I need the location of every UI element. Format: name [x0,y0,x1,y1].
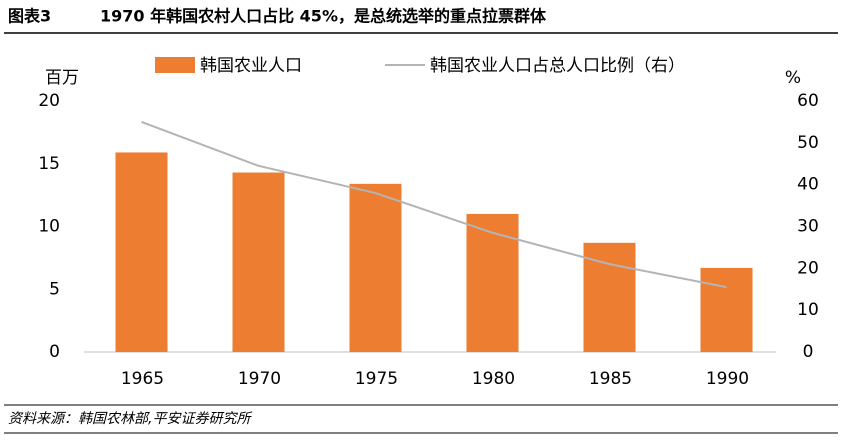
source: 资料来源：韩国农林部,平安证券研究所 [8,411,252,427]
y-tick-label: 15 [38,154,60,174]
y2-tick-label: 30 [797,217,819,237]
y-tick-label: 20 [38,91,60,111]
bar [232,172,285,352]
bar [349,183,402,352]
x-tick-label: 1975 [355,369,398,389]
y2-tick-label: 10 [797,300,819,320]
line [141,120,727,289]
y-tick-label: 10 [38,217,60,237]
y2-tick-label: 50 [797,133,819,153]
y2-axis-label: % [785,68,801,88]
y-tick-label: 0 [49,342,60,362]
legend-label: 韩国农业人口 [200,56,302,76]
x-tick-label: 1965 [121,369,164,389]
x-tick-label: 1990 [706,369,749,389]
x-tick-label: 1970 [238,369,281,389]
bar [115,152,168,352]
x-tick-label: 1980 [472,369,515,389]
bar [700,267,753,352]
bar [583,242,636,352]
legend-swatch [155,57,195,73]
figure-label: 图表3 [8,7,51,26]
legend-label: 韩国农业人口占总人口比例（右） [430,56,685,76]
x-tick-label: 1985 [589,369,632,389]
y-axis-label: 百万 [45,68,79,88]
chart-title: 1970 年韩国农村人口占比 45%，是总统选举的重点拉票群体 [100,7,547,26]
y-tick-label: 5 [49,279,60,299]
bar [466,213,519,352]
y2-tick-label: 60 [797,91,819,111]
y2-tick-label: 20 [797,258,819,278]
y2-tick-label: 40 [797,175,819,195]
y2-tick-label: 0 [803,342,814,362]
